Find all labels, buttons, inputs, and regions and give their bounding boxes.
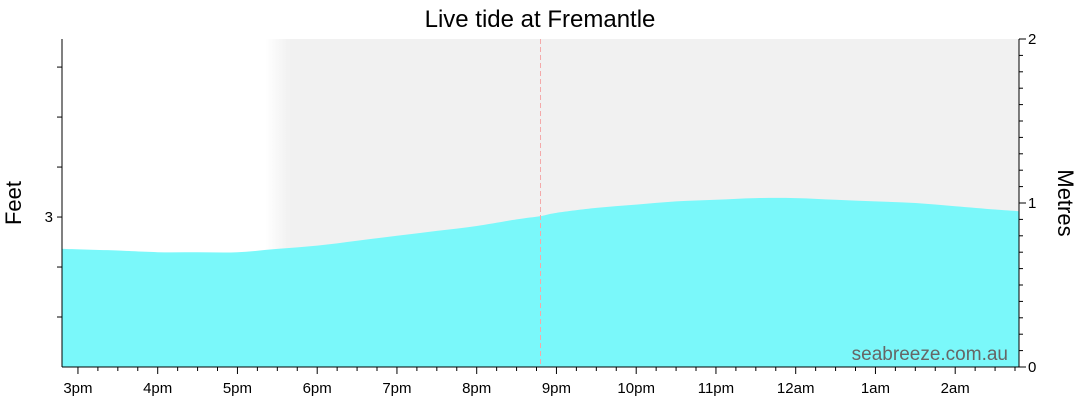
x-tick-label: 8pm: [462, 380, 491, 397]
x-tick-label: 5pm: [223, 380, 252, 397]
x-axis: 3pm 4pm 5pm 6pm 7pm 8pm 9pm 10pm 11pm 12am 1am 2am: [63, 367, 1016, 397]
y-right-tick-label: 1: [1028, 195, 1036, 212]
x-tick-label: 1am: [861, 380, 890, 397]
chart-title: Live tide at Fremantle: [425, 6, 656, 33]
x-tick-label: 12am: [777, 380, 815, 397]
y-left-tick-label: 3: [45, 209, 53, 226]
x-tick-label: 11pm: [698, 380, 734, 397]
x-tick-label: 3pm: [63, 380, 92, 397]
x-tick-label: 6pm: [303, 380, 332, 397]
watermark: seabreeze.com.au: [852, 344, 1008, 365]
x-tick-label: 4pm: [143, 380, 172, 397]
y-left-axis-title: Feet: [1, 181, 26, 225]
x-tick-label: 7pm: [382, 380, 411, 397]
y-right-tick-label: 2: [1028, 31, 1036, 48]
y-right-axis: 0 1 2: [1019, 31, 1036, 376]
y-right-tick-label: 0: [1028, 359, 1036, 376]
y-left-axis: 3: [45, 66, 62, 318]
y-right-axis-title: Metres: [1053, 169, 1078, 236]
x-tick-label: 10pm: [617, 380, 655, 397]
x-tick-label: 9pm: [542, 380, 571, 397]
x-tick-label: 2am: [941, 380, 970, 397]
